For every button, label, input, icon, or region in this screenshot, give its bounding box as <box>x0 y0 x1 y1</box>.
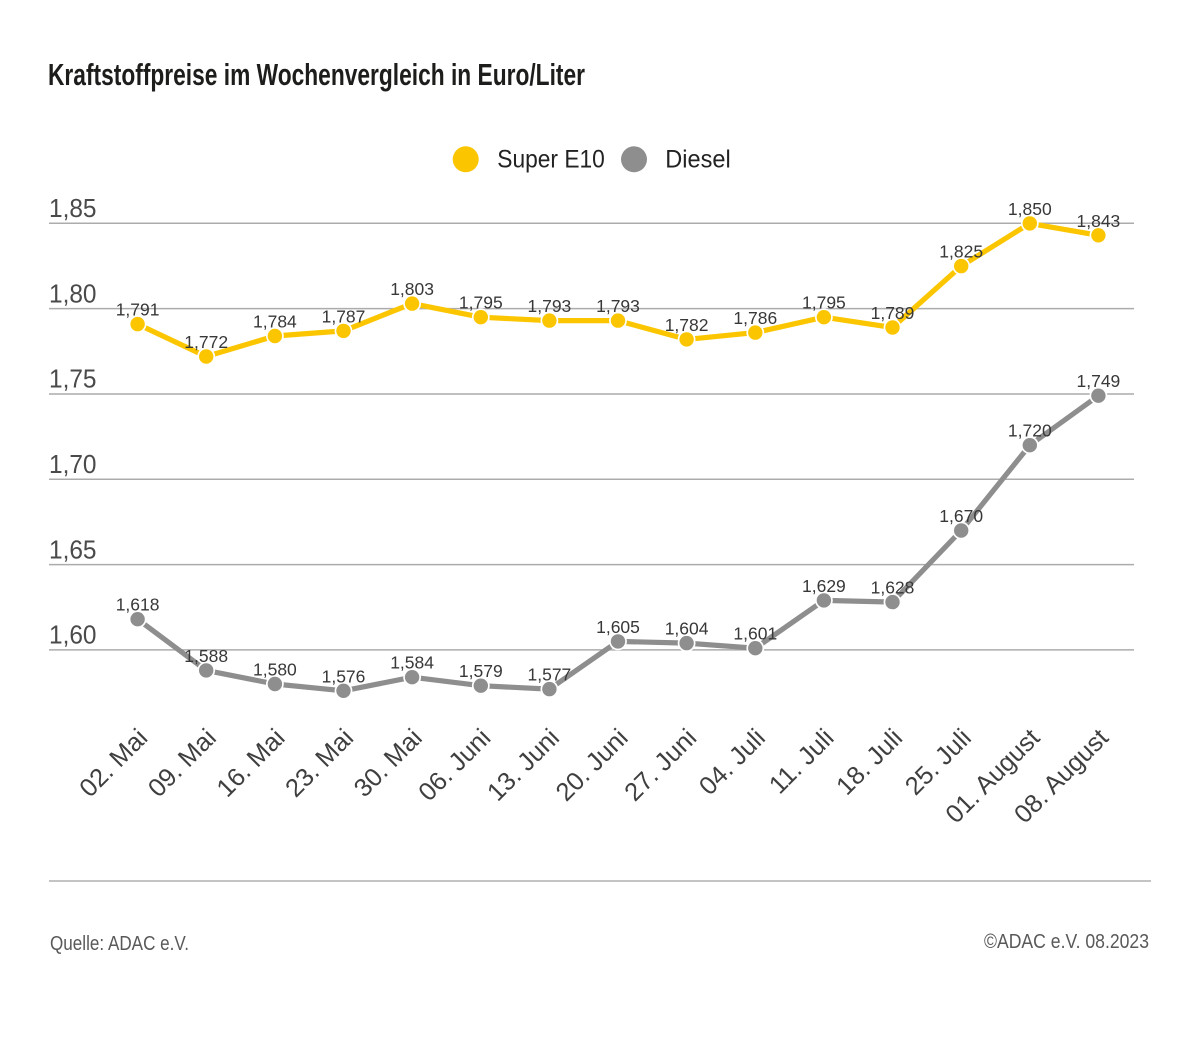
svg-text:1,75: 1,75 <box>49 366 97 394</box>
svg-text:Kraftstoffpreise im Wochenverg: Kraftstoffpreise im Wochenvergleich in E… <box>48 57 585 92</box>
svg-text:Quelle: ADAC e.V.: Quelle: ADAC e.V. <box>50 932 189 955</box>
svg-text:©ADAC e.V. 08.2023: ©ADAC e.V. 08.2023 <box>984 931 1149 953</box>
svg-text:1,843: 1,843 <box>1077 211 1121 231</box>
svg-text:1,577: 1,577 <box>528 665 572 685</box>
svg-text:1,65: 1,65 <box>49 536 97 564</box>
svg-text:1,825: 1,825 <box>939 242 983 262</box>
svg-text:1,784: 1,784 <box>253 312 297 332</box>
svg-text:1,605: 1,605 <box>596 617 640 637</box>
svg-text:1,604: 1,604 <box>665 619 709 639</box>
svg-text:1,795: 1,795 <box>802 293 846 313</box>
svg-text:1,579: 1,579 <box>459 661 503 681</box>
svg-text:1,782: 1,782 <box>665 315 709 335</box>
svg-text:1,720: 1,720 <box>1008 421 1052 441</box>
svg-text:1,772: 1,772 <box>184 332 228 352</box>
svg-text:1,629: 1,629 <box>802 576 846 596</box>
svg-text:1,60: 1,60 <box>49 622 97 650</box>
svg-text:1,793: 1,793 <box>528 296 572 316</box>
svg-text:1,793: 1,793 <box>596 296 640 316</box>
svg-text:Super E10: Super E10 <box>497 146 605 174</box>
svg-text:1,618: 1,618 <box>116 595 160 615</box>
svg-text:1,70: 1,70 <box>49 451 97 479</box>
svg-text:1,576: 1,576 <box>322 666 366 686</box>
svg-text:1,786: 1,786 <box>733 308 777 328</box>
svg-text:1,787: 1,787 <box>322 306 366 326</box>
svg-text:1,749: 1,749 <box>1077 371 1121 391</box>
svg-text:1,795: 1,795 <box>459 293 503 313</box>
svg-text:1,601: 1,601 <box>733 624 777 644</box>
svg-text:1,670: 1,670 <box>939 506 983 526</box>
svg-text:1,584: 1,584 <box>390 653 434 673</box>
svg-text:1,803: 1,803 <box>390 279 434 299</box>
svg-text:1,80: 1,80 <box>49 280 97 308</box>
svg-text:1,791: 1,791 <box>116 300 160 320</box>
svg-text:Diesel: Diesel <box>665 146 730 174</box>
svg-text:1,628: 1,628 <box>871 578 915 598</box>
svg-text:1,789: 1,789 <box>871 303 915 323</box>
svg-text:1,580: 1,580 <box>253 660 297 680</box>
svg-text:1,850: 1,850 <box>1008 199 1052 219</box>
svg-text:1,85: 1,85 <box>49 195 97 223</box>
svg-text:1,588: 1,588 <box>184 646 228 666</box>
